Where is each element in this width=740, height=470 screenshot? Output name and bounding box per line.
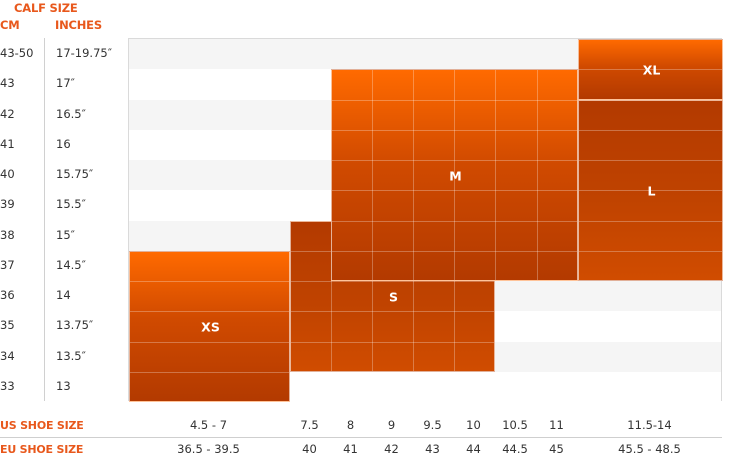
- row-cm-label: 43: [0, 76, 15, 91]
- row-inch-label: 15.5″: [56, 197, 86, 212]
- row-cm-label: 41: [0, 136, 15, 151]
- block-row-line: [332, 99, 577, 101]
- eu-shoe-size-tick: 43: [425, 442, 440, 456]
- block-row-line: [291, 281, 494, 282]
- row-inch-label: 13.75″: [56, 318, 94, 333]
- row-inch-label: 17-19.75″: [56, 46, 113, 61]
- eu-shoe-size-label: EU SHOE SIZE: [0, 443, 84, 456]
- size-label-m: M: [449, 168, 462, 184]
- block-row-line: [579, 69, 722, 71]
- block-row-line: [130, 371, 289, 373]
- block-row-line: [130, 311, 289, 313]
- eu-shoe-size-tick: 36.5 - 39.5: [177, 442, 240, 456]
- size-grid: XS S M L XL: [128, 38, 723, 402]
- row-inch-label: 16: [56, 136, 71, 151]
- row-cm-label: 37: [0, 257, 15, 272]
- block-row-line: [291, 341, 494, 343]
- row-cm-label: 33: [0, 378, 15, 393]
- row-inch-label: 13: [56, 378, 71, 393]
- shoe-size-divider: [0, 437, 722, 438]
- row-cm-label: 36: [0, 288, 15, 303]
- size-block-xl: XL: [578, 39, 723, 100]
- row-inch-label: 14.5″: [56, 257, 86, 272]
- block-row-line: [332, 190, 577, 192]
- size-block-gridlines: [130, 252, 289, 401]
- size-block-l: L: [578, 99, 723, 281]
- eu-shoe-size-tick: 41: [343, 442, 358, 456]
- block-col-line: [495, 70, 496, 280]
- inches-header: INCHES: [55, 18, 102, 32]
- us-shoe-size-tick: 9: [387, 418, 396, 432]
- block-col-line: [331, 221, 332, 371]
- block-row-line: [579, 250, 722, 252]
- size-block-gridlines: [332, 70, 577, 280]
- block-row-line: [579, 190, 722, 192]
- size-block-gridlines: [579, 40, 722, 99]
- row-inch-label: 14: [56, 288, 71, 303]
- row-inch-label: 15″: [56, 227, 75, 242]
- eu-shoe-size-tick: 44: [466, 442, 481, 456]
- size-block-m: M: [331, 69, 578, 281]
- row-cm-label: 35: [0, 318, 15, 333]
- block-col-line: [537, 70, 538, 280]
- block-col-line: [454, 221, 455, 371]
- block-row-line: [579, 129, 722, 131]
- label-divider: [44, 38, 45, 401]
- us-shoe-size-tick: 11: [549, 418, 564, 432]
- eu-shoe-size-tick: 45: [549, 442, 564, 456]
- row-cm-label: 40: [0, 167, 15, 182]
- us-shoe-size-label: US SHOE SIZE: [0, 419, 84, 432]
- size-label-xs: XS: [201, 319, 220, 335]
- eu-shoe-size-tick: 40: [302, 442, 317, 456]
- chart-title: CALF SIZE: [14, 1, 78, 15]
- block-row-line: [332, 250, 577, 252]
- us-shoe-size-tick: 9.5: [423, 418, 442, 432]
- block-row-line: [130, 281, 289, 282]
- block-col-line: [372, 221, 373, 371]
- cm-header: CM: [0, 18, 20, 32]
- size-label-s: S: [388, 289, 399, 305]
- eu-shoe-size-tick: 44.5: [502, 442, 528, 456]
- row-cm-label: 42: [0, 106, 15, 121]
- block-row-line: [579, 220, 722, 222]
- size-block-gridlines: [579, 101, 722, 281]
- row-inch-label: 17″: [56, 76, 75, 91]
- size-label-l: L: [647, 183, 656, 199]
- row-cm-label: 38: [0, 227, 15, 242]
- block-row-line: [332, 129, 577, 131]
- row-inch-label: 13.5″: [56, 348, 86, 363]
- block-col-line: [413, 221, 414, 371]
- us-shoe-size-tick: 11.5-14: [627, 418, 672, 432]
- size-block-xs: XS: [129, 250, 290, 402]
- block-row-line: [332, 160, 577, 161]
- block-row-line: [130, 341, 289, 343]
- block-row-line: [332, 220, 577, 222]
- us-shoe-size-tick: 10: [466, 418, 481, 432]
- block-col-line: [454, 70, 455, 280]
- eu-shoe-size-tick: 42: [384, 442, 399, 456]
- us-shoe-size-tick: 7.5: [300, 418, 319, 432]
- us-shoe-size-tick: 8: [346, 418, 355, 432]
- row-cm-label: 34: [0, 348, 15, 363]
- row-inch-label: 15.75″: [56, 167, 94, 182]
- row-cm-label: 43-50: [0, 46, 34, 61]
- block-row-line: [579, 160, 722, 161]
- us-shoe-size-tick: 4.5 - 7: [189, 418, 228, 432]
- block-col-line: [413, 70, 414, 280]
- row-inch-label: 16.5″: [56, 106, 86, 121]
- row-cm-label: 39: [0, 197, 15, 212]
- block-row-line: [291, 311, 494, 313]
- eu-shoe-size-tick: 45.5 - 48.5: [618, 442, 681, 456]
- block-col-line: [372, 70, 373, 280]
- size-label-xl: XL: [642, 62, 661, 78]
- us-shoe-size-tick: 10.5: [502, 418, 528, 432]
